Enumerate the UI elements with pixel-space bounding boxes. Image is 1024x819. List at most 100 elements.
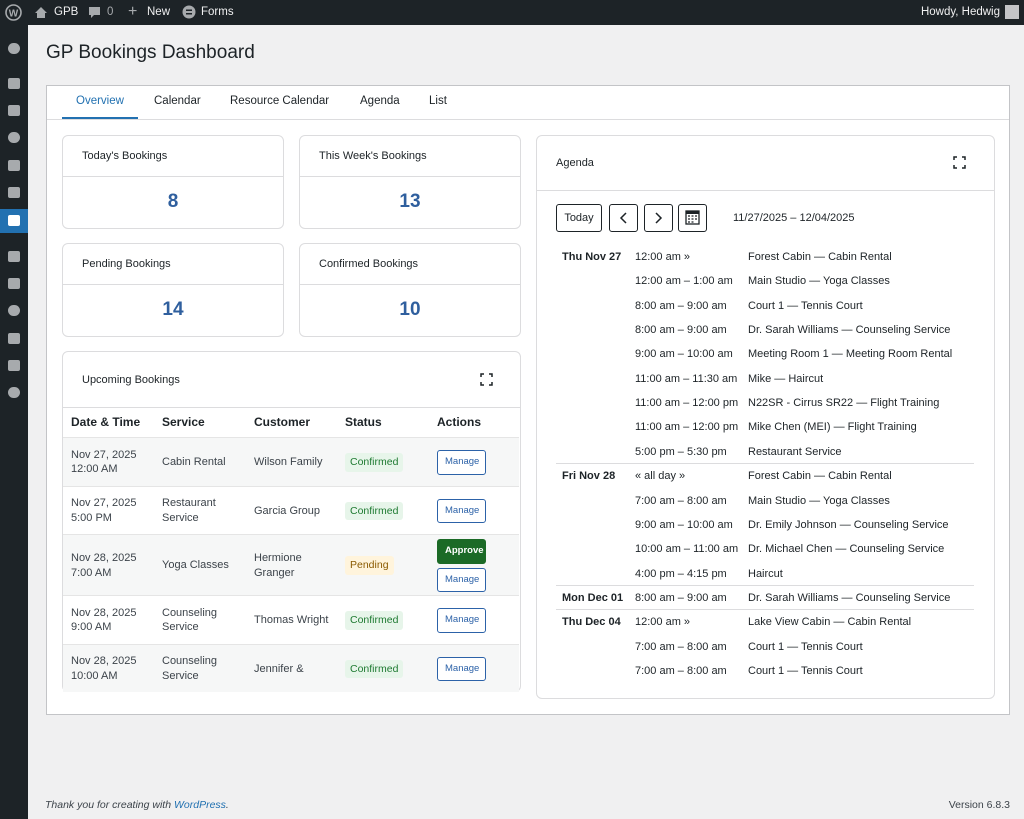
service: Cabin Rental (162, 456, 226, 468)
menu-icon[interactable] (8, 387, 20, 398)
table-row: Nov 28, 2025 7:00 AM Yoga Classes Hermione … (63, 534, 519, 595)
event-time: 12:00 am – 1:00 am (635, 275, 733, 288)
event-title[interactable]: Main Studio — Yoga Classes (748, 494, 890, 507)
event-time: 7:00 am – 8:00 am (635, 640, 727, 653)
table-row: Nov 27, 2025 12:00 AM Cabin Rental Wilson F… (63, 437, 519, 486)
footer-link[interactable]: WordPress (173, 799, 226, 811)
active-arrow (23, 215, 35, 227)
today-button[interactable]: Today (556, 204, 602, 232)
booking-date: Nov 27, 2025 (71, 448, 137, 461)
table-cell: Nov 28, 2025 7:00 AM (71, 535, 159, 596)
stat-divider (63, 176, 283, 177)
event-title[interactable]: Forest Cabin — Cabin Rental (748, 470, 892, 483)
stat-label: This Week's Bookings (319, 150, 427, 162)
menu-icon[interactable] (8, 305, 20, 316)
event-time: 12:00 am » (635, 616, 691, 629)
event-time: 5:00 pm – 5:30 pm (635, 445, 727, 458)
version: Version 6.8.3 (948, 799, 1010, 811)
tab[interactable]: List (429, 95, 447, 107)
agenda-title: Agenda (556, 157, 594, 169)
comment-icon (89, 7, 100, 18)
event-time: 7:00 am – 8:00 am (635, 494, 727, 507)
menu-icon[interactable] (8, 160, 20, 171)
greeting[interactable]: Howdy, Hedwig (920, 6, 1000, 18)
forms-icon (182, 5, 196, 19)
menu-icon[interactable] (8, 333, 20, 344)
table-cell: Nov 27, 2025 5:00 PM (71, 487, 159, 536)
event-title[interactable]: Dr. Michael Chen — Counseling Service (748, 543, 945, 556)
event-title[interactable]: Dr. Sarah Williams — Counseling Service (748, 591, 951, 604)
stat-divider (63, 284, 283, 285)
status-badge: Confirmed (345, 659, 404, 678)
booking-time: 12:00 AM (71, 463, 118, 476)
fullscreen-icon[interactable] (480, 373, 493, 386)
event-title[interactable]: Main Studio — Yoga Classes (748, 275, 890, 288)
event-title[interactable]: Restaurant Service (748, 445, 842, 458)
table-cell: Pending (345, 535, 430, 596)
event-title[interactable]: Forest Cabin — Cabin Rental (748, 251, 892, 263)
page-title: GP Bookings Dashboard (46, 42, 255, 63)
calendar-button[interactable] (678, 204, 707, 232)
action-button[interactable]: Manage (437, 608, 486, 633)
event-title[interactable]: N22SR - Cirrus SR22 — Flight Training (748, 397, 940, 410)
stat-card (62, 243, 284, 337)
next-button[interactable] (644, 204, 673, 232)
tab[interactable]: Resource Calendar (230, 95, 330, 107)
table-row: Nov 28, 2025 10:00 AM Counseling Service Je… (63, 643, 519, 692)
action-button[interactable]: Manage (437, 567, 486, 592)
footer-period: . (225, 799, 229, 811)
menu-icon[interactable] (8, 360, 20, 371)
stat-value: 10 (399, 299, 421, 320)
customer: Garcia Group (254, 504, 321, 517)
menu-icon[interactable] (8, 105, 20, 116)
event-title[interactable]: Dr. Emily Johnson — Counseling Service (748, 518, 949, 531)
event-title[interactable]: Court 1 — Tennis Court (748, 664, 863, 677)
action-button[interactable]: Manage (437, 498, 486, 523)
table-cell: Yoga Classes (162, 535, 242, 596)
table-cell: Counseling Service (162, 596, 242, 645)
menu-icon[interactable] (8, 187, 20, 198)
event-title[interactable]: Mike Chen (MEI) — Flight Training (748, 421, 917, 434)
menu-icon[interactable] (8, 132, 20, 143)
booking-date: Nov 28, 2025 (71, 655, 137, 668)
booking-time: 9:00 AM (71, 621, 112, 634)
action-button[interactable]: Approve (437, 539, 486, 564)
menu-icon[interactable] (8, 43, 20, 54)
tab[interactable]: Calendar (154, 95, 201, 107)
new-link[interactable]: New (147, 6, 171, 18)
event-title[interactable]: Meeting Room 1 — Meeting Room Rental (748, 348, 953, 361)
table-row: Nov 27, 2025 5:00 PM Restaurant Service Gar… (63, 485, 519, 536)
footer-thanks: Thank you for creating with WordPress. (45, 799, 229, 811)
event-title[interactable]: Court 1 — Tennis Court (748, 299, 863, 312)
event-time: 8:00 am – 9:00 am (635, 324, 727, 337)
prev-button[interactable] (609, 204, 638, 232)
fullscreen-icon[interactable] (953, 156, 966, 169)
action-button[interactable]: Manage (437, 450, 486, 475)
menu-icon[interactable] (8, 278, 20, 289)
wp-logo[interactable]: W (5, 4, 22, 21)
comment-count[interactable]: 0 (107, 6, 114, 18)
event-title[interactable]: Lake View Cabin — Cabin Rental (748, 616, 912, 629)
avatar[interactable] (1005, 5, 1019, 19)
table-cell: Garcia Group (254, 487, 334, 536)
day-separator (556, 584, 974, 586)
day-separator (556, 609, 974, 611)
menu-icon[interactable] (8, 251, 20, 262)
event-time: 9:00 am – 10:00 am (635, 348, 733, 361)
active-menu[interactable] (0, 209, 28, 233)
column-header: Status (345, 415, 382, 429)
tab[interactable]: Overview (76, 95, 124, 107)
tab[interactable]: Agenda (360, 95, 400, 107)
menu-icon[interactable] (8, 78, 20, 89)
table-cell: Wilson Family (254, 438, 334, 487)
event-title[interactable]: Dr. Sarah Williams — Counseling Service (748, 324, 951, 337)
action-button[interactable]: Manage (437, 656, 486, 681)
event-title[interactable]: Mike — Haircut (748, 372, 824, 385)
site-link[interactable]: GPB (54, 6, 79, 18)
forms-link[interactable]: Forms (201, 6, 234, 18)
event-title[interactable]: Court 1 — Tennis Court (748, 640, 863, 653)
event-title[interactable]: Haircut (748, 567, 783, 580)
service: Yoga Classes (162, 559, 229, 572)
table-cell: Hermione Granger (254, 535, 334, 596)
stat-label: Pending Bookings (82, 258, 171, 270)
